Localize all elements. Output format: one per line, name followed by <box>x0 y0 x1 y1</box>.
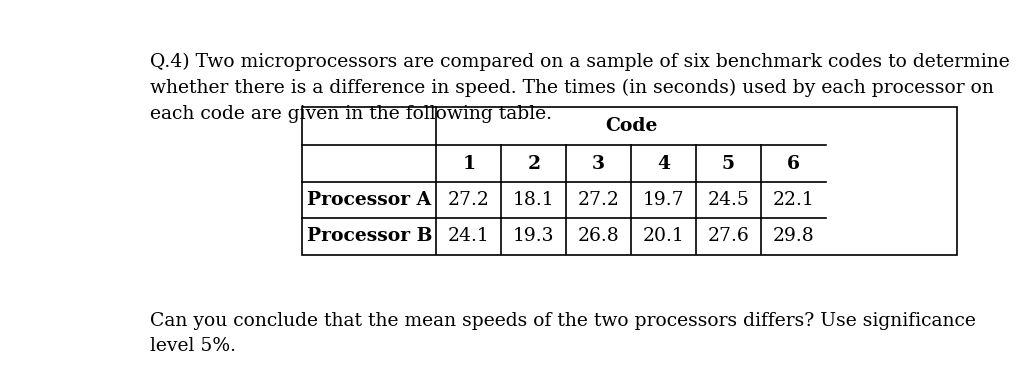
Text: 19.3: 19.3 <box>513 227 555 245</box>
Text: Q.4) Two microprocessors are compared on a sample of six benchmark codes to dete: Q.4) Two microprocessors are compared on… <box>151 53 1010 123</box>
Text: 5: 5 <box>722 154 735 172</box>
Text: Processor B: Processor B <box>306 227 432 245</box>
Text: 22.1: 22.1 <box>772 191 814 209</box>
Text: Can you conclude that the mean speeds of the two processors differs? Use signifi: Can you conclude that the mean speeds of… <box>151 312 976 356</box>
Text: 18.1: 18.1 <box>513 191 555 209</box>
Text: 24.5: 24.5 <box>708 191 750 209</box>
Text: 1: 1 <box>462 154 475 172</box>
Text: 19.7: 19.7 <box>643 191 684 209</box>
Text: 6: 6 <box>786 154 800 172</box>
Text: 27.2: 27.2 <box>447 191 489 209</box>
Text: 2: 2 <box>527 154 541 172</box>
Bar <box>302 107 957 255</box>
Text: 20.1: 20.1 <box>643 227 684 245</box>
Text: 26.8: 26.8 <box>578 227 620 245</box>
Text: Processor A: Processor A <box>307 191 431 209</box>
Text: 4: 4 <box>657 154 670 172</box>
Text: 27.6: 27.6 <box>708 227 750 245</box>
Text: 29.8: 29.8 <box>772 227 814 245</box>
Text: 27.2: 27.2 <box>578 191 620 209</box>
Text: 3: 3 <box>592 154 605 172</box>
Text: Code: Code <box>605 117 657 135</box>
Text: 24.1: 24.1 <box>447 227 489 245</box>
